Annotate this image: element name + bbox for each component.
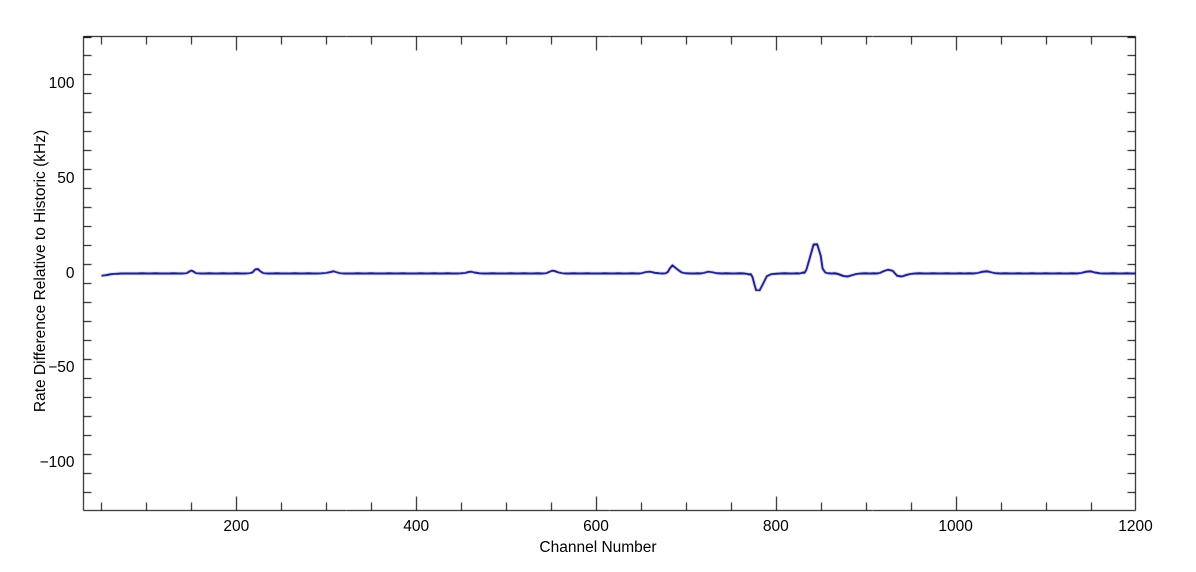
x-tick-label: 600 xyxy=(583,517,609,535)
x-axis-title: Channel Number xyxy=(539,539,657,556)
y-tick-label: 100 xyxy=(48,74,75,92)
x-tick-label: 800 xyxy=(762,517,789,535)
x-tick-label: 1000 xyxy=(938,517,973,535)
x-tick-label: 400 xyxy=(403,517,430,535)
x-tick-label: 1200 xyxy=(1118,517,1153,535)
x-tick-label: 200 xyxy=(223,517,250,535)
y-tick-label: 0 xyxy=(65,264,75,282)
y-tick-label: −100 xyxy=(39,454,75,472)
y-tick-label: −50 xyxy=(48,359,75,377)
y-tick-label: 50 xyxy=(57,169,75,187)
